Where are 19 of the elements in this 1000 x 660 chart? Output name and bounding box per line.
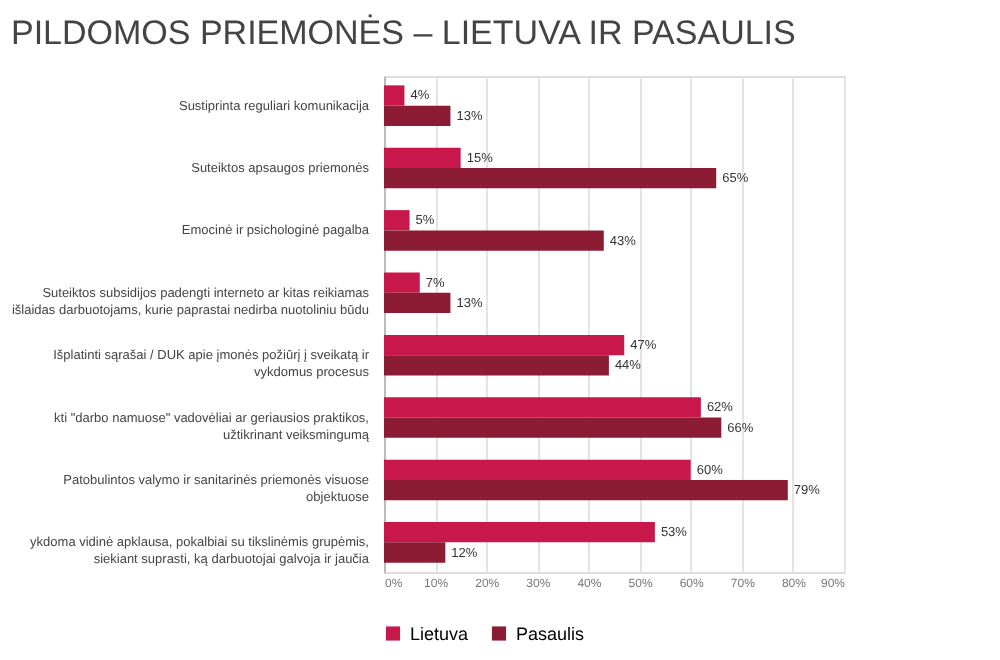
- bar: [384, 522, 655, 543]
- bar: [384, 397, 701, 418]
- bar: [384, 147, 461, 169]
- bar: [384, 210, 410, 231]
- bar: [384, 459, 691, 480]
- bar: [384, 168, 717, 189]
- bar: [384, 479, 788, 501]
- bar: [384, 230, 604, 251]
- bar: [384, 292, 451, 314]
- legend-label: Pasaulis: [516, 623, 586, 644]
- chart-title: PILDOMOS PRIEMONĖS – LIETUVA IR PASAULIS: [11, 14, 796, 52]
- bar: [384, 272, 420, 293]
- bar: [384, 85, 405, 106]
- bar: [384, 105, 451, 126]
- bar: [384, 417, 722, 438]
- legend-label: Lietuva: [410, 623, 469, 644]
- bar: [384, 542, 446, 563]
- bar: [384, 355, 609, 376]
- bar: [384, 334, 625, 356]
